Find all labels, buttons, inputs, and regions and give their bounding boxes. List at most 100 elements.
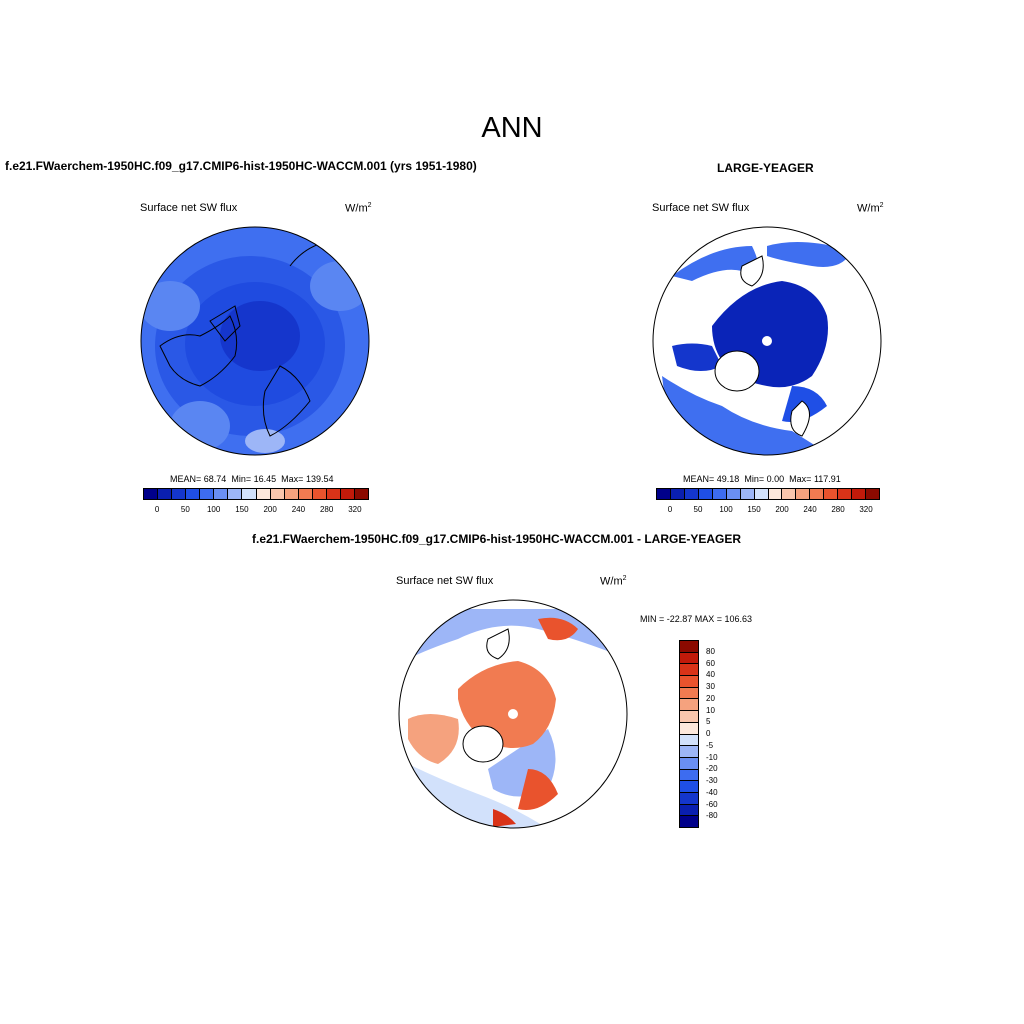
colorbar-swatch <box>144 489 159 499</box>
colorbar-swatch <box>680 816 698 827</box>
diff-polar-map <box>398 599 628 829</box>
colorbar-swatch <box>200 489 215 499</box>
colorbar-swatch <box>680 641 698 653</box>
colorbar-swatch <box>326 489 341 499</box>
colorbar-swatch <box>726 489 741 499</box>
colorbar-tick-label: 100 <box>206 505 221 514</box>
colorbar-swatch <box>768 489 783 499</box>
colorbar-tick-label: 50 <box>180 505 190 514</box>
colorbar-swatch <box>680 687 698 700</box>
diff-variable-label: Surface net SW flux <box>396 575 494 587</box>
colorbar-tick-label: 10 <box>706 705 715 715</box>
colorbar-swatch <box>698 489 713 499</box>
colorbar-swatch <box>866 489 879 499</box>
colorbar-swatch <box>740 489 755 499</box>
colorbar-swatch <box>852 489 867 499</box>
right-stats: MEAN= 49.18 Min= 0.00 Max= 117.91 <box>683 474 841 484</box>
colorbar-tick-label: -60 <box>706 799 718 809</box>
colorbar-swatch <box>680 699 698 712</box>
colorbar-tick-label: 50 <box>693 505 703 514</box>
diff-minmax: MIN = -22.87 MAX = 106.63 <box>640 614 753 624</box>
colorbar-tick-label: 150 <box>235 505 249 514</box>
colorbar-tick-label: 40 <box>706 670 715 680</box>
colorbar-swatch <box>680 746 698 758</box>
colorbar-swatch <box>680 652 698 665</box>
colorbar-tick-label: 5 <box>706 717 711 727</box>
plot-title: ANN <box>481 112 543 144</box>
colorbar-tick-label: 30 <box>706 682 715 691</box>
colorbar-swatch <box>270 489 285 499</box>
colorbar-tick-label: 320 <box>859 505 873 514</box>
colorbar-swatch <box>214 489 229 499</box>
right-colorbar <box>656 488 880 500</box>
colorbar-swatch <box>680 769 698 782</box>
colorbar-tick-label: 240 <box>291 505 306 514</box>
colorbar-tick-label: -10 <box>706 752 718 762</box>
colorbar-swatch <box>680 676 698 688</box>
colorbar-swatch <box>712 489 727 499</box>
colorbar-tick-label: 280 <box>319 505 334 514</box>
colorbar-tick-label: -30 <box>706 776 718 785</box>
colorbar-swatch <box>158 489 173 499</box>
colorbar-tick-label: 100 <box>719 505 733 514</box>
colorbar-swatch <box>680 757 698 770</box>
colorbar-swatch <box>680 664 698 677</box>
colorbar-swatch <box>186 489 201 499</box>
colorbar-swatch <box>796 489 811 499</box>
colorbar-tick-label: -40 <box>706 787 718 797</box>
colorbar-tick-label: -80 <box>706 811 718 821</box>
left-colorbar-ticks: 0 50 100 150 200 240 280 320 <box>143 505 369 517</box>
colorbar-swatch <box>284 489 299 499</box>
colorbar-tick-label: 320 <box>348 505 362 514</box>
colorbar-tick-label: 280 <box>831 505 845 514</box>
colorbar-swatch <box>354 489 368 499</box>
colorbar-swatch <box>680 804 698 817</box>
colorbar-swatch <box>242 489 257 499</box>
colorbar-swatch <box>684 489 699 499</box>
colorbar-tick-label: 150 <box>747 505 761 514</box>
colorbar-tick-label: 240 <box>803 505 817 514</box>
right-case-name: LARGE-YEAGER <box>717 161 814 175</box>
colorbar-tick-label: 20 <box>706 693 715 703</box>
colorbar-swatch <box>172 489 187 499</box>
colorbar-swatch <box>680 722 698 735</box>
colorbar-swatch <box>298 489 313 499</box>
colorbar-tick-label: -5 <box>706 740 714 750</box>
left-colorbar <box>143 488 369 500</box>
colorbar-swatch <box>670 489 685 499</box>
colorbar-swatch <box>680 781 698 793</box>
diff-units-label: W/m2 <box>600 575 627 588</box>
left-units-label: W/m2 <box>345 202 372 215</box>
colorbar-tick-label: 200 <box>263 505 277 514</box>
colorbar-tick-label: -20 <box>706 764 718 774</box>
colorbar-swatch <box>680 711 698 723</box>
diff-colorbar <box>679 640 699 828</box>
colorbar-swatch <box>657 489 671 499</box>
colorbar-swatch <box>754 489 769 499</box>
colorbar-swatch <box>810 489 825 499</box>
colorbar-swatch <box>312 489 327 499</box>
colorbar-tick-label: 60 <box>706 658 715 668</box>
colorbar-tick-label: 0 <box>154 505 160 514</box>
left-polar-map <box>140 226 370 456</box>
colorbar-swatch <box>680 792 698 805</box>
colorbar-tick-label: 0 <box>706 729 711 738</box>
diff-case-name: f.e21.FWaerchem-1950HC.f09_g17.CMIP6-his… <box>252 532 742 546</box>
colorbar-swatch <box>824 489 839 499</box>
left-variable-label: Surface net SW flux <box>140 202 238 214</box>
colorbar-swatch <box>340 489 355 499</box>
right-units-label: W/m2 <box>857 202 884 215</box>
right-colorbar-ticks: 0 50 100 150 200 240 280 320 <box>656 505 880 517</box>
colorbar-tick-label: 200 <box>775 505 789 514</box>
right-polar-map <box>652 226 882 456</box>
colorbar-tick-label: 0 <box>667 505 673 514</box>
colorbar-tick-label: 80 <box>706 646 715 656</box>
colorbar-swatch <box>256 489 271 499</box>
left-stats: MEAN= 68.74 Min= 16.45 Max= 139.54 <box>170 474 334 484</box>
colorbar-swatch <box>838 489 853 499</box>
diff-colorbar-ticks: 80 60 40 30 20 10 5 0 -5 -10 -20 -30 -40 -60 -80 <box>706 640 736 828</box>
right-variable-label: Surface net SW flux <box>652 202 750 214</box>
colorbar-swatch <box>680 734 698 747</box>
left-case-name: f.e21.FWaerchem-1950HC.f09_g17.CMIP6-his… <box>5 159 477 173</box>
colorbar-swatch <box>228 489 243 499</box>
